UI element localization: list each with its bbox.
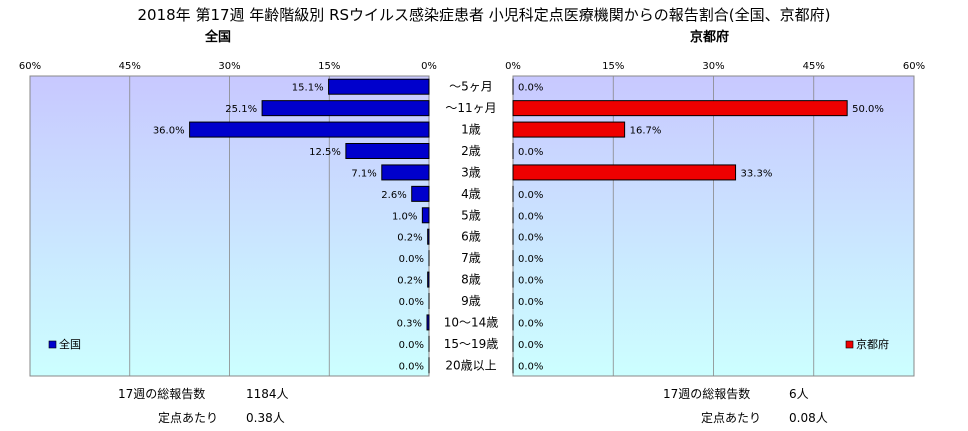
data-label-kyoto: 0.0% [518,297,543,308]
bar-national [411,185,430,202]
category-label: 3歳 [461,165,481,179]
data-label-kyoto: 50.0% [852,104,884,115]
footer-left-total-value: 1184人 [246,387,289,401]
category-label: ～11ヶ月 [445,101,496,115]
x-tick-label-national: 15% [318,61,340,72]
x-tick-label-kyoto: 45% [803,61,825,72]
category-label: 1歳 [461,123,481,137]
footer-left-per-label: 定点あたり [158,411,219,425]
data-label-national: 12.5% [309,147,341,158]
data-label-kyoto: 0.0% [518,254,543,265]
data-label-kyoto: 16.7% [630,126,662,137]
category-label: 15～19歳 [444,337,499,351]
category-label: 7歳 [461,251,481,265]
x-tick-label-national: 30% [218,61,240,72]
data-label-national: 2.6% [381,190,406,201]
category-label: 4歳 [461,187,481,201]
data-label-national: 1.0% [392,211,417,222]
category-label: 9歳 [461,294,481,308]
category-label: ～5ヶ月 [449,80,493,94]
data-label-national: 0.0% [399,361,424,372]
x-tick-label-kyoto: 0% [505,61,521,72]
data-label-national: 0.2% [397,233,422,244]
footer-right-total-label: 17週の総報告数 [663,387,751,401]
x-tick-label-kyoto: 60% [903,61,925,72]
data-label-national: 0.3% [397,318,422,329]
x-tick-label-national: 0% [421,61,437,72]
data-label-kyoto: 0.0% [518,318,543,329]
data-label-kyoto: 0.0% [518,340,543,351]
data-label-national: 15.1% [292,83,324,94]
category-label: 6歳 [461,230,481,244]
bar-kyoto [512,100,848,117]
data-label-kyoto: 0.0% [518,233,543,244]
footer-right-total-value: 6人 [789,387,809,401]
bar-national [261,100,430,117]
bar-national [189,121,430,138]
category-label: 5歳 [461,208,481,222]
bar-national [421,207,430,224]
data-label-kyoto: 0.0% [518,361,543,372]
legend-label-national: 全国 [59,337,81,351]
chart-title: 2018年 第17週 年齢階級別 RSウイルス感染症患者 小児科定点医療機関から… [137,6,831,24]
data-label-kyoto: 0.0% [518,276,543,287]
footer-right-per-value: 0.08人 [789,411,828,425]
legend-swatch-kyoto [845,340,854,349]
bar-national [427,228,430,245]
legend-swatch-national [48,340,57,349]
x-tick-label-national: 45% [119,61,141,72]
footer-left-per-value: 0.38人 [246,411,285,425]
category-label: 20歳以上 [445,358,496,372]
legend-label-kyoto: 京都府 [856,337,889,351]
data-label-national: 0.0% [399,254,424,265]
data-label-kyoto: 33.3% [741,168,773,179]
x-tick-label-kyoto: 15% [602,61,624,72]
subtitle-national: 全国 [205,30,232,45]
data-label-national: 7.1% [351,168,376,179]
category-label: 2歳 [461,144,481,158]
x-tick-label-national: 60% [19,61,41,72]
data-label-national: 36.0% [153,126,185,137]
bar-national [426,314,430,331]
data-label-national: 25.1% [225,104,257,115]
category-label: 8歳 [461,273,481,287]
bar-kyoto [512,121,626,138]
category-label: 10～14歳 [444,315,499,329]
subtitle-kyoto: 京都府 [690,30,730,45]
data-label-national: 0.0% [399,340,424,351]
data-label-kyoto: 0.0% [518,83,543,94]
data-label-national: 0.0% [399,297,424,308]
footer-right-per-label: 定点あたり [701,411,762,425]
bar-national [345,143,430,159]
bar-national [328,78,430,95]
data-label-kyoto: 0.0% [518,147,543,158]
x-tick-label-kyoto: 30% [702,61,724,72]
footer-left-total-label: 17週の総報告数 [118,387,206,401]
data-label-kyoto: 0.0% [518,190,543,201]
bar-national [381,164,430,181]
bar-kyoto [512,164,737,181]
data-label-national: 0.2% [397,276,422,287]
data-label-kyoto: 0.0% [518,211,543,222]
bar-national [427,271,430,288]
